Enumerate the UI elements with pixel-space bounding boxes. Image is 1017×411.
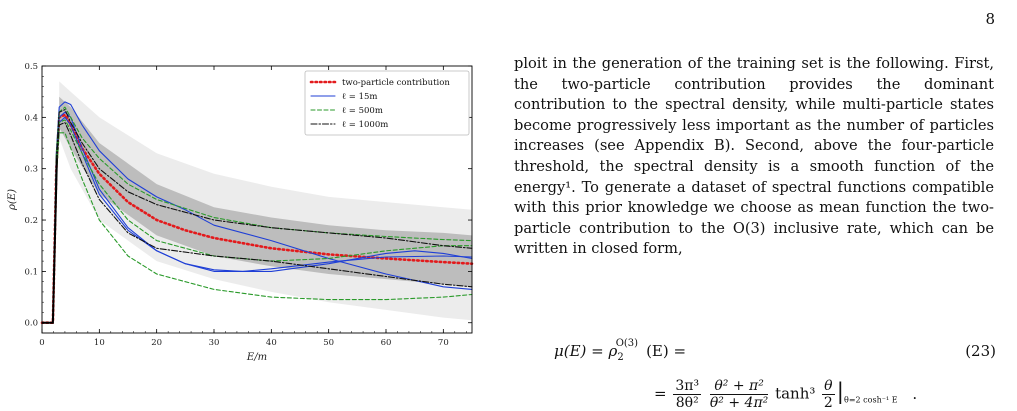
inner-band [59,96,472,287]
legend-label-1: ℓ = 15m [342,92,377,102]
equation-lhs: μ(E) = ρ2 O(3) (E) = [554,338,687,363]
y-tick-label: 0.2 [24,216,38,226]
equation-lhs-sub: 2 [617,352,624,363]
legend-box [304,70,470,136]
legend: two-particle contribution ℓ = 15m ℓ = 500m… [304,70,470,136]
evaluation-subscript: θ=2 cosh⁻¹ E [844,395,898,405]
uncertainty-bands [59,81,472,321]
series-line-8 [41,121,473,324]
x-tick-label: 40 [266,338,277,348]
y-axis-label: ρ(E) [7,189,18,211]
body-text-column: ploit in the generation of the training … [514,54,994,260]
series-line-4 [41,106,473,324]
equation-23: μ(E) = ρ2O(3) (E) = (23) = 3π³ 8θ² θ² + π²… [514,332,1004,411]
threshold-line [42,158,58,324]
fraction-1-den: 8θ² [675,395,699,411]
body-paragraph: ploit in the generation of the training … [514,55,994,258]
equation-lhs-sup: O(3) [615,338,639,349]
x-tick-label: 50 [323,338,334,348]
legend-label-3: ℓ = 1000m [342,120,388,130]
y-tick-label: 0.4 [24,113,38,123]
fraction-2-den: θ² + 4π² [709,395,769,411]
series-line-7 [41,109,473,324]
x-tick-label: 10 [94,338,105,348]
equation-lhs-main: μ(E) = ρ [554,342,618,360]
spectral-density-figure: 0 10 20 30 40 50 60 70 0.0 0.1 0.2 0.3 0.4 0.5 E/m ρ(E)… [0,50,488,375]
x-tick-label: 70 [438,338,449,348]
spectral-density-chart: 0 10 20 30 40 50 60 70 0.0 0.1 0.2 0.3 0.4 0.5 E/m ρ(E)… [7,62,474,363]
equation-number: (23) [965,342,996,360]
page-number: 8 [985,10,995,28]
x-tick-label: 0 [39,338,44,348]
legend-label-2: ℓ = 500m [342,106,383,116]
y-tick-label: 0.0 [24,319,38,329]
y-tick-label: 0.1 [24,267,38,277]
equation-period: . [912,384,918,403]
y-tick-label: 0.5 [24,62,38,72]
fraction-3-num: θ [822,378,835,395]
equation-rhs-prefix: = [654,384,667,403]
fraction-1-num: 3π³ [673,378,702,395]
axes: 0 10 20 30 40 50 60 70 0.0 0.1 0.2 0.3 0.4 0.5 E/m ρ(E) [7,62,473,363]
x-tick-label: 30 [209,338,220,348]
series-layer [40,101,474,325]
tanh-term: tanh³ [775,384,816,403]
fraction-3-den: 2 [823,395,833,411]
x-axis-label: E/m [246,352,267,363]
fraction-1: 3π³ 8θ² [673,378,702,411]
equation-rhs: = 3π³ 8θ² θ² + π² θ² + 4π² tanh³ θ 2 |θ=2 co… [654,378,917,411]
fraction-2-num: θ² + π² [709,378,769,395]
x-tick-label: 20 [151,338,162,348]
fraction-2: θ² + π² θ² + 4π² [709,378,769,411]
y-tick-label: 0.3 [24,165,38,175]
equation-lhs-tail: (E) = [646,342,687,360]
legend-label-0: two-particle contribution [342,78,450,88]
x-tick-label: 60 [381,338,392,348]
evaluation-bar: | [836,379,845,405]
